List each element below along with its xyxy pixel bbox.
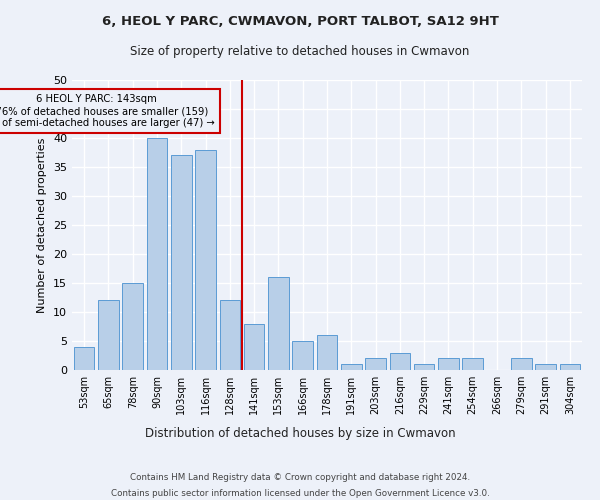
Bar	[463, 358, 483, 370]
Bar	[122, 283, 143, 370]
Bar	[98, 300, 119, 370]
Bar	[535, 364, 556, 370]
Bar	[146, 138, 167, 370]
Text: 6, HEOL Y PARC, CWMAVON, PORT TALBOT, SA12 9HT: 6, HEOL Y PARC, CWMAVON, PORT TALBOT, SA…	[101, 15, 499, 28]
Bar	[292, 341, 313, 370]
Bar	[244, 324, 265, 370]
Bar	[560, 364, 580, 370]
Text: 6 HEOL Y PARC: 143sqm
← 76% of detached houses are smaller (159)
23% of semi-det: 6 HEOL Y PARC: 143sqm ← 76% of detached …	[0, 94, 215, 128]
Text: Contains HM Land Registry data © Crown copyright and database right 2024.: Contains HM Land Registry data © Crown c…	[130, 472, 470, 482]
Bar	[268, 277, 289, 370]
Bar	[365, 358, 386, 370]
Bar	[389, 352, 410, 370]
Bar	[74, 347, 94, 370]
Text: Size of property relative to detached houses in Cwmavon: Size of property relative to detached ho…	[130, 45, 470, 58]
Bar	[317, 335, 337, 370]
Bar	[414, 364, 434, 370]
Text: Contains public sector information licensed under the Open Government Licence v3: Contains public sector information licen…	[110, 489, 490, 498]
Bar	[195, 150, 216, 370]
Bar	[171, 156, 191, 370]
Y-axis label: Number of detached properties: Number of detached properties	[37, 138, 47, 312]
Text: Distribution of detached houses by size in Cwmavon: Distribution of detached houses by size …	[145, 428, 455, 440]
Bar	[220, 300, 240, 370]
Bar	[511, 358, 532, 370]
Bar	[341, 364, 362, 370]
Bar	[438, 358, 459, 370]
